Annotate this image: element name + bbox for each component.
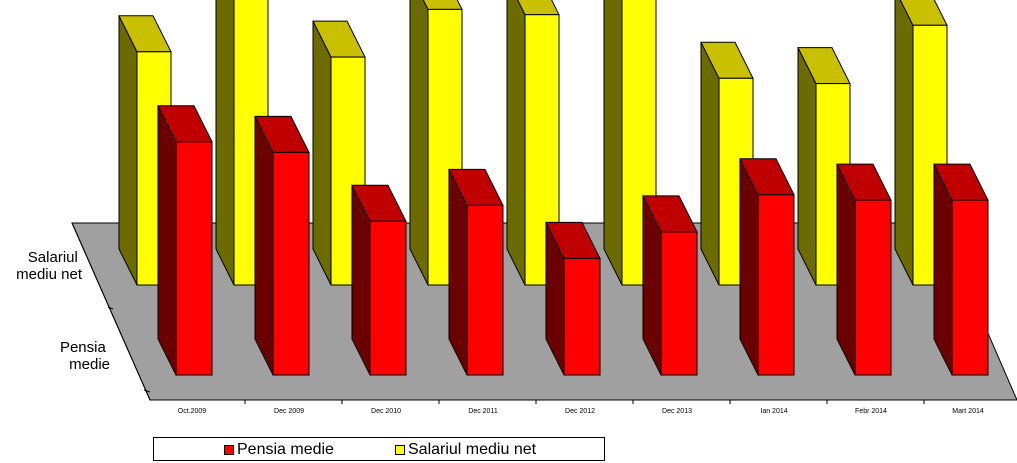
depth-label-pensia: Pensia medie (60, 339, 110, 373)
legend-item-pensia: Pensia medie (224, 441, 334, 459)
depth-label-pensia-line2: medie (69, 356, 110, 373)
bar-salariul-7 (700, 41, 754, 286)
depth-tick (107, 306, 114, 310)
bar-side-salariul-1 (118, 15, 138, 286)
tick-label-2: Dec 2009 (274, 408, 304, 415)
legend-label-salariul: Salariul mediu net (408, 441, 537, 458)
depth-label-salariul-line2: mediu net (16, 266, 83, 283)
bar-front-pensia-7 (757, 194, 795, 376)
bar-pensia-9 (933, 163, 989, 376)
bar-front-pensia-4 (466, 204, 504, 376)
bar-pensia-7 (739, 158, 795, 376)
bar-pensia-3 (351, 184, 407, 376)
depth-tick (143, 389, 151, 393)
depth-label-salariul: Salariul mediu net (16, 249, 83, 283)
bar-front-pensia-5 (563, 257, 601, 376)
bar-front-pensia-8 (854, 199, 892, 376)
bar-salariul-3 (312, 20, 366, 286)
bar-side-salariul-3 (312, 20, 332, 286)
tick-label-5: Dec 2012 (565, 408, 595, 415)
depth-label-salariul-line1: Salariul (28, 249, 78, 266)
depth-axis-line (71, 222, 151, 401)
tick-label-1: Oct.2009 (178, 408, 207, 415)
legend-swatch-salariul (395, 445, 405, 455)
bar-front-pensia-9 (951, 199, 989, 376)
bar-pensia-5 (545, 221, 601, 376)
tick-label-9: Mart 2014 (952, 408, 984, 415)
category-tick-labels: Oct.2009 Dec 2009 Dec 2010 Dec 2011 Dec 2012… (178, 400, 984, 415)
bar-side-pensia-1 (157, 105, 177, 376)
bar-front-pensia-6 (660, 231, 698, 376)
depth-label-pensia-line1: Pensia (60, 339, 107, 356)
tick-label-7: Ian 2014 (760, 408, 787, 415)
bar-side-salariul-2 (215, 0, 235, 286)
series-salariul-mediu-net (118, 0, 948, 286)
legend-swatch-pensia (224, 445, 234, 455)
bar-side-salariul-6 (603, 0, 623, 286)
series-pensia-medie (157, 105, 989, 376)
legend-item-salariul: Salariul mediu net (395, 441, 536, 459)
tick-label-8: Febr 2014 (855, 408, 887, 415)
bar-front-pensia-3 (369, 220, 407, 376)
tick-label-6: Dec 2013 (662, 408, 692, 415)
bar-side-salariul-4 (409, 0, 429, 286)
bar-side-pensia-7 (739, 158, 759, 376)
bar-front-pensia-2 (272, 151, 310, 376)
bar-side-pensia-2 (254, 116, 274, 376)
bar-pensia-6 (642, 195, 698, 376)
legend: Pensia medie Salariul mediu net (153, 437, 605, 461)
bar-pensia-2 (254, 115, 310, 376)
legend-label-pensia: Pensia medie (237, 441, 334, 458)
bar-pensia-1 (157, 105, 213, 376)
bar-pensia-8 (836, 163, 892, 376)
tick-label-4: Dec 2011 (468, 408, 498, 415)
bar-side-salariul-7 (700, 42, 720, 286)
tick-label-3: Dec 2010 (371, 408, 401, 415)
bar-side-salariul-5 (506, 0, 526, 286)
bar-side-salariul-8 (797, 47, 817, 286)
bar-side-salariul-9 (894, 0, 914, 286)
bar-pensia-4 (448, 168, 504, 376)
bar-front-pensia-1 (175, 141, 213, 376)
